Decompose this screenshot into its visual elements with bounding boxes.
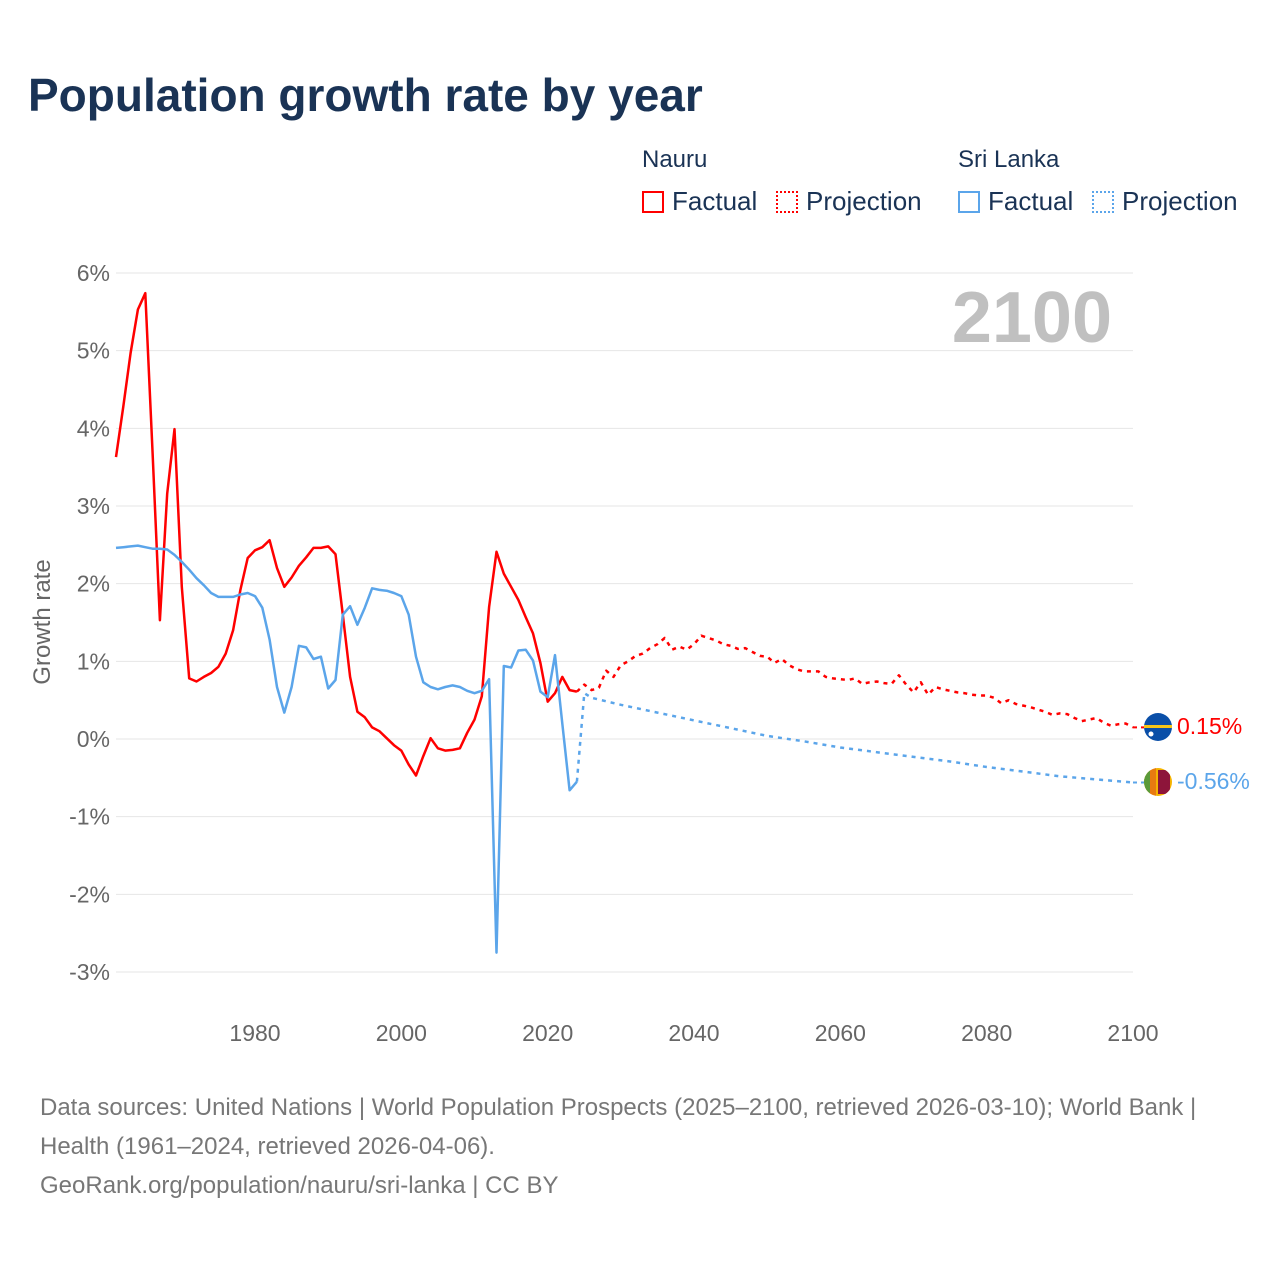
sri-lanka-projection-line xyxy=(575,691,1134,784)
y-tick-label: 2% xyxy=(77,571,110,597)
legend-swatch-dotted xyxy=(1092,190,1114,213)
legend-nauru-factual[interactable]: Factual xyxy=(642,186,757,217)
y-tick-label: 0% xyxy=(77,726,110,752)
nauru-flag-icon xyxy=(1144,713,1172,741)
source-note: Data sources: United Nations | World Pop… xyxy=(40,1088,1240,1205)
legend-swatch-dotted xyxy=(776,190,798,213)
legend-label: Factual xyxy=(988,186,1074,216)
x-tick-label: 1980 xyxy=(229,1020,280,1046)
legend-swatch-solid xyxy=(958,190,980,213)
legend-label: Projection xyxy=(1122,186,1238,216)
y-axis-label: Growth rate xyxy=(29,559,56,684)
source-link[interactable]: GeoRank.org/population/nauru/sri-lanka |… xyxy=(40,1172,559,1199)
nauru-end-label: 0.15% xyxy=(1177,713,1242,739)
y-tick-label: -3% xyxy=(69,959,110,985)
sri-lanka-end-label: -0.56% xyxy=(1177,768,1250,794)
legend-label: Factual xyxy=(672,186,758,216)
y-tick-label: 4% xyxy=(77,415,110,441)
x-tick-label: 2020 xyxy=(522,1020,573,1046)
year-indicator: 2100 xyxy=(952,278,1112,358)
page-title: Population growth rate by year xyxy=(28,69,703,121)
sri-lanka-flag-icon xyxy=(1144,768,1172,796)
y-tick-label: 5% xyxy=(77,338,110,364)
y-tick-label: 6% xyxy=(77,260,110,286)
source-text: Data sources: United Nations | World Pop… xyxy=(40,1094,1197,1160)
sri-lanka-factual-line xyxy=(115,544,578,954)
legend-swatch-solid xyxy=(642,190,664,213)
x-tick-label: 2100 xyxy=(1107,1020,1158,1046)
x-tick-label: 2000 xyxy=(376,1020,427,1046)
legend-group-sri-lanka: Sri Lanka xyxy=(958,146,1060,173)
nauru-projection-line xyxy=(576,634,1134,729)
y-tick-label: -2% xyxy=(69,881,110,907)
legend-sri-lanka-projection[interactable]: Projection xyxy=(1092,186,1238,217)
x-tick-label: 2040 xyxy=(668,1020,719,1046)
legend-group-nauru: Nauru xyxy=(642,146,708,173)
x-tick-label: 2060 xyxy=(815,1020,866,1046)
legend-sri-lanka-factual[interactable]: Factual xyxy=(958,186,1073,217)
legend-label: Projection xyxy=(806,186,922,216)
legend-nauru-projection[interactable]: Projection xyxy=(776,186,922,217)
y-tick-label: -1% xyxy=(69,804,110,830)
y-tick-label: 3% xyxy=(77,493,110,519)
nauru-factual-line xyxy=(114,291,578,777)
x-tick-label: 2080 xyxy=(961,1020,1012,1046)
y-tick-label: 1% xyxy=(77,648,110,674)
